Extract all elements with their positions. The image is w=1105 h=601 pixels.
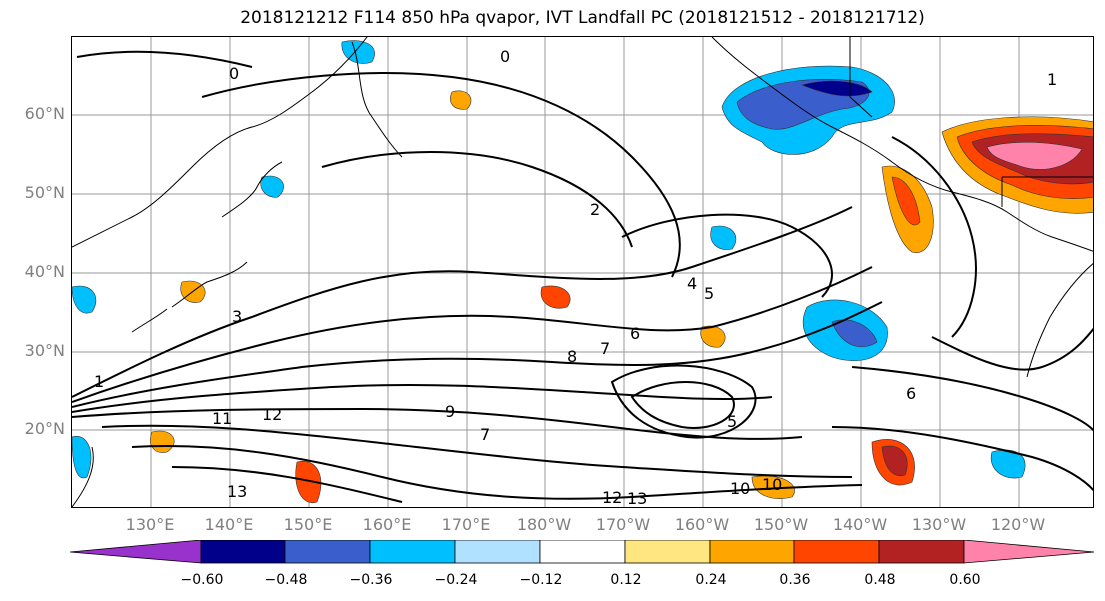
- lat-label-40n: 40°N: [24, 262, 65, 281]
- colorbar-label: 0.48: [864, 572, 896, 588]
- contour-label: 0: [500, 47, 510, 66]
- colorbar-segment: [369, 540, 456, 564]
- contour-label: 9: [445, 402, 455, 421]
- map-title: 2018121212 F114 850 hPa qvapor, IVT Land…: [240, 8, 925, 28]
- contour-label: 4: [687, 274, 697, 293]
- colorbar-segment: [284, 540, 371, 564]
- lon-label-140w: 140°W: [832, 515, 888, 534]
- lon-label-180w: 180°W: [516, 515, 572, 534]
- lat-label-50n: 50°N: [24, 183, 65, 202]
- contour-label: 10: [762, 475, 782, 494]
- lat-label-20n: 20°N: [24, 419, 65, 438]
- colorbar-label: 0.24: [695, 572, 727, 588]
- lon-label-170w: 170°W: [595, 515, 651, 534]
- lon-label-160w: 160°W: [674, 515, 730, 534]
- colorbar-label: −0.24: [434, 572, 478, 588]
- map-plot-area: 0 0 1 2 3 4 5 6 7 7 8 9 10 11 12 13 13 1…: [71, 36, 1094, 508]
- lat-label-30n: 30°N: [24, 341, 65, 360]
- contour-label: 0: [229, 64, 239, 83]
- map-svg: 0 0 1 2 3 4 5 6 7 7 8 9 10 11 12 13 13 1…: [72, 37, 1093, 508]
- colorbar-label: −0.60: [180, 572, 224, 588]
- contour-label: 13: [627, 489, 647, 508]
- lon-label-160e: 160°E: [362, 515, 412, 534]
- coastlines: [72, 37, 1093, 507]
- lon-label-150w: 150°W: [753, 515, 809, 534]
- contour-label: 3: [232, 307, 242, 326]
- colorbar-segment: [709, 540, 795, 564]
- colorbar-label: 0.12: [610, 572, 642, 588]
- colorbar-segment: [624, 540, 711, 564]
- colorbar-segment: [963, 540, 1095, 564]
- lon-label-130e: 130°E: [125, 515, 175, 534]
- lon-label-130w: 130°W: [911, 515, 967, 534]
- lon-label-140e: 140°E: [204, 515, 254, 534]
- lon-label-150e: 150°E: [283, 515, 333, 534]
- colorbar-label: −0.12: [519, 572, 563, 588]
- colorbar: [70, 540, 1095, 564]
- colorbar-label: 0.36: [779, 572, 811, 588]
- colorbar-segment: [454, 540, 541, 564]
- colorbar-segment: [793, 540, 880, 564]
- contour-labels: 0 0 1 2 3 4 5 6 7 7 8 9 10 11 12 13 13 1…: [94, 47, 1057, 508]
- contour-label: 1: [94, 372, 104, 391]
- contour-label: 7: [480, 425, 490, 444]
- contour-label: 5: [727, 412, 737, 431]
- colorbar-segment: [878, 540, 965, 564]
- colorbar-label: 0.60: [949, 572, 981, 588]
- lat-label-60n: 60°N: [24, 104, 65, 123]
- contour-label: 6: [906, 384, 916, 403]
- contour-label: 5: [704, 284, 714, 303]
- contour-lines: [72, 50, 1093, 503]
- graticule: [72, 37, 1093, 507]
- contour-label: 11: [212, 409, 232, 428]
- contour-label: 10: [730, 479, 750, 498]
- contour-label: 2: [590, 200, 600, 219]
- lon-label-170e: 170°E: [441, 515, 491, 534]
- contour-label: 7: [600, 339, 610, 358]
- contour-label: 12: [602, 488, 622, 507]
- contour-label: 6: [630, 324, 640, 343]
- colorbar-segment: [200, 540, 286, 564]
- filled-anomalies: [72, 40, 1093, 504]
- contour-label: 12: [262, 405, 282, 424]
- colorbar-segment: [539, 540, 626, 564]
- contour-label: 1: [1047, 70, 1057, 89]
- colorbar-label: −0.36: [349, 572, 393, 588]
- contour-label: 13: [227, 482, 247, 501]
- colorbar-label: −0.48: [264, 572, 308, 588]
- colorbar-segment: [70, 540, 202, 564]
- lon-label-120w: 120°W: [990, 515, 1046, 534]
- contour-label: 8: [567, 347, 577, 366]
